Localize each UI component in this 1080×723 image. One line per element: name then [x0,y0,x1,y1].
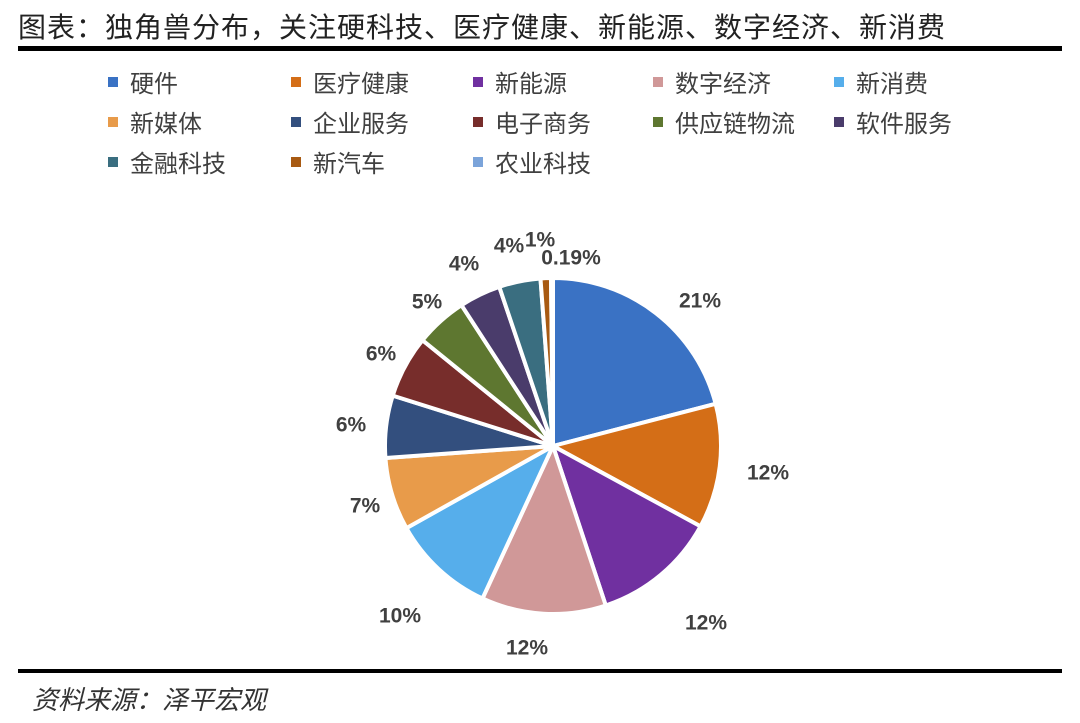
top-divider [18,46,1062,51]
slice-label: 5% [412,291,443,314]
legend-label: 医疗健康 [313,70,409,98]
pie-slice [404,444,555,601]
legend-item: 新能源 [473,64,567,99]
slice-label: 7% [350,495,381,518]
legend-label: 新媒体 [130,110,202,138]
source-note: 资料来源：泽平宏观 [32,686,267,716]
legend-item: 医疗健康 [291,64,409,99]
legend-swatch-icon [291,116,301,127]
pie-slice [480,444,608,616]
legend-label: 新能源 [495,70,567,98]
legend-swatch-icon [473,76,483,87]
slice-label: 12% [747,462,789,485]
legend-label: 电子商务 [495,110,591,138]
legend-item: 农业科技 [473,144,591,179]
slice-label: 4% [494,235,525,258]
legend-item: 供应链物流 [653,104,795,139]
legend-label: 农业科技 [495,150,591,178]
legend-item: 新汽车 [291,144,385,179]
legend-label: 供应链物流 [675,110,795,138]
legend-swatch-icon [473,156,483,167]
slice-label: 6% [366,343,397,366]
legend-swatch-icon [653,76,663,87]
slice-label: 12% [506,637,548,660]
legend-swatch-icon [834,76,844,87]
legend-item: 金融科技 [108,144,226,179]
legend-item: 新媒体 [108,104,202,139]
legend-swatch-icon [108,156,118,167]
pie-slice [551,401,724,529]
legend-item: 软件服务 [834,104,952,139]
legend-label: 金融科技 [130,150,226,178]
legend-label: 新消费 [856,70,928,98]
legend-label: 硬件 [130,70,178,98]
pie-slice [549,275,555,448]
slice-label: 4% [449,253,480,276]
legend-item: 电子商务 [473,104,591,139]
legend-item: 新消费 [834,64,928,99]
legend-label: 数字经济 [675,70,771,98]
slice-label: 10% [379,605,421,628]
legend-label: 软件服务 [856,110,952,138]
pie-slice [551,276,718,448]
legend-swatch-icon [834,116,844,127]
pie-slice [551,444,703,608]
bottom-divider [18,669,1062,673]
legend-swatch-icon [653,116,663,127]
slice-label: 1% [525,229,556,252]
legend-item: 硬件 [108,64,178,99]
legend-label: 新汽车 [313,150,385,178]
slice-label: 12% [685,612,727,635]
legend-label: 企业服务 [313,110,409,138]
legend-item: 企业服务 [291,104,409,139]
chart-title: 图表：独角兽分布，关注硬科技、医疗健康、新能源、数字经济、新消费 [18,11,947,44]
legend-swatch-icon [291,76,301,87]
slice-label: 6% [336,414,367,437]
legend-swatch-icon [108,116,118,127]
slice-label: 0.19% [541,247,601,270]
legend-item: 数字经济 [653,64,771,99]
legend-swatch-icon [291,156,301,167]
slice-label: 21% [679,290,721,313]
legend-swatch-icon [108,76,118,87]
legend-swatch-icon [473,116,483,127]
